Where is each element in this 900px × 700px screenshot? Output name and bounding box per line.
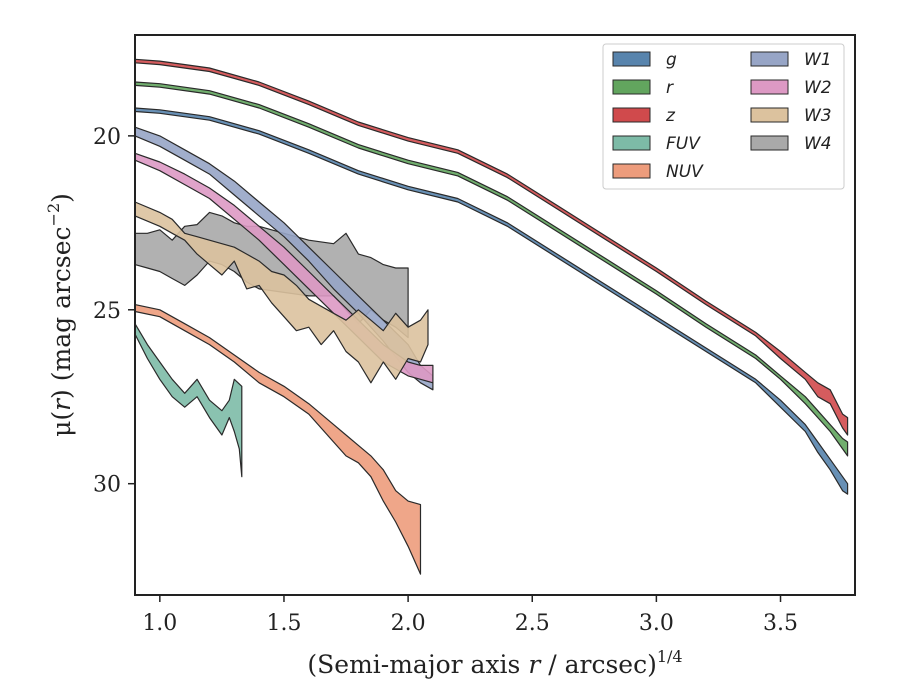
series-band-fuv bbox=[134, 323, 243, 478]
series-band-w3 bbox=[134, 201, 429, 384]
y-tick-label: 20 bbox=[93, 125, 121, 150]
legend-swatch-fuv bbox=[612, 135, 651, 151]
plot-frame bbox=[134, 34, 856, 596]
legend-swatch-nuv bbox=[612, 163, 651, 179]
legend-label-w2: W2 bbox=[804, 78, 832, 98]
legend-swatch-z bbox=[612, 107, 651, 123]
legend-swatch-g bbox=[612, 51, 651, 67]
legend-label-nuv: NUV bbox=[666, 162, 704, 182]
series-band-r bbox=[134, 81, 849, 457]
x-tick-label: 1.5 bbox=[266, 611, 301, 636]
legend-swatch-w2 bbox=[750, 79, 789, 95]
x-tick-label: 3.0 bbox=[639, 611, 674, 636]
legend-label-w4: W4 bbox=[804, 134, 832, 154]
legend-swatch-w4 bbox=[750, 135, 789, 151]
series-band-z bbox=[134, 58, 849, 436]
legend-label-g: g bbox=[666, 50, 677, 70]
x-tick-label: 3.5 bbox=[763, 611, 798, 636]
legend-label-z: z bbox=[665, 106, 676, 126]
y-axis-title: μ(r) (mag arcsec−2) bbox=[44, 193, 76, 437]
legend-swatch-w1 bbox=[750, 51, 789, 67]
series-band-g bbox=[134, 107, 849, 495]
legend-swatch-r bbox=[612, 79, 651, 95]
x-tick-label: 2.5 bbox=[515, 611, 550, 636]
x-axis: 1.0 1.5 2.0 2.5 3.0 3.5 bbox=[142, 595, 798, 636]
y-tick-label: 25 bbox=[93, 299, 121, 324]
x-axis-title: (Semi-major axis r / arcsec)1/4 bbox=[307, 647, 682, 679]
y-axis: 20 25 30 bbox=[93, 125, 135, 498]
legend-label-r: r bbox=[666, 78, 674, 98]
series-layer bbox=[134, 58, 849, 575]
legend-label-w3: W3 bbox=[804, 106, 832, 126]
x-tick-label: 1.0 bbox=[142, 611, 177, 636]
y-tick-label: 30 bbox=[93, 473, 121, 498]
series-band-nuv bbox=[134, 304, 422, 575]
x-tick-label: 2.0 bbox=[391, 611, 426, 636]
legend-label-fuv: FUV bbox=[666, 134, 701, 154]
legend: grz FUV NUV W1 W2 W3 W4 bbox=[602, 43, 845, 190]
legend-label-w1: W1 bbox=[804, 50, 832, 70]
legend-swatch-w3 bbox=[750, 107, 789, 123]
